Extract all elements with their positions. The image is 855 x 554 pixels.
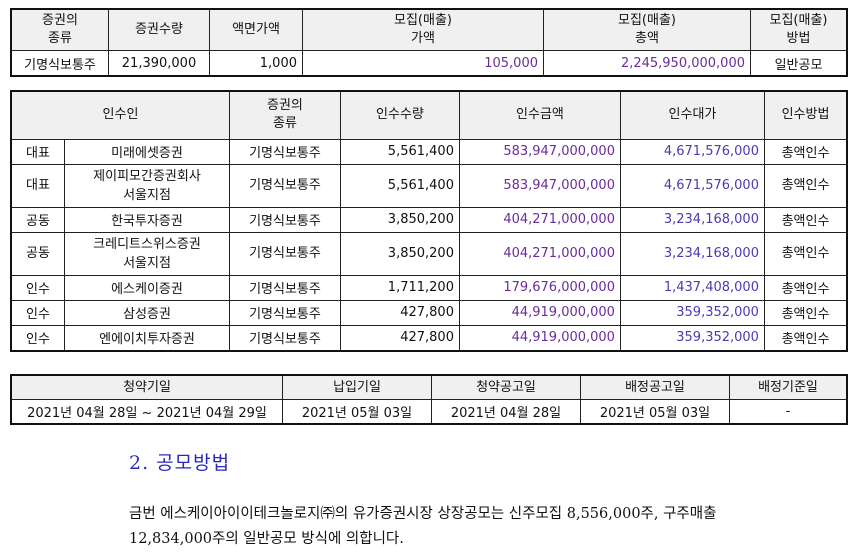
cell-amount: 583,947,000,000 <box>458 138 621 165</box>
table-row: 대표 제이피모간증권회사 서울지점 기명식보통주 5,561,400 583,947,00… <box>10 163 848 208</box>
cell-qty: 5,561,400 <box>339 163 460 208</box>
table-row: 공동 한국투자증권 기명식보통주 3,850,200 404,271,000,000 3,… <box>10 206 848 233</box>
header-security-type: 증권의 종류 <box>228 90 341 140</box>
cell-method: 총액인수 <box>763 274 848 301</box>
cell-type: 기명식보통주 <box>228 274 341 301</box>
table-row: 대표 미래에셋증권 기명식보통주 5,561,400 583,947,000,000 4,… <box>10 138 848 165</box>
cell-type: 기명식보통주 <box>228 299 341 326</box>
cell-role: 공동 <box>10 231 65 276</box>
cell-amount: 44,919,000,000 <box>458 299 621 326</box>
header-allocation-base-date: 배정기준일 <box>729 374 848 400</box>
cell-type: 기명식보통주 <box>228 231 341 276</box>
cell-underwriter-name: 삼성증권 <box>64 299 230 326</box>
header-quantity: 증권수량 <box>108 8 210 51</box>
cell-qty: 3,850,200 <box>339 231 460 276</box>
cell-method: 총액인수 <box>763 138 848 165</box>
cell-qty: 1,711,200 <box>339 274 460 301</box>
table-row: 2021년 04월 28일 ~ 2021년 04월 29일 2021년 05월 … <box>10 399 848 425</box>
table-row: 기명식보통주 21,390,000 1,000 105,000 2,245,95… <box>10 50 848 77</box>
section-paragraph: 금번 에스케이아이이테크놀로지㈜의 유가증권시장 상장공모는 신주모집 8,55… <box>129 506 717 547</box>
cell-amount: 404,271,000,000 <box>458 206 621 233</box>
cell-qty: 5,561,400 <box>339 138 460 165</box>
cell-type: 기명식보통주 <box>10 50 109 77</box>
header-underwrite-qty: 인수수량 <box>339 90 460 140</box>
table-row: 인수 에스케이증권 기명식보통주 1,711,200 179,676,000,000 1,… <box>10 274 848 301</box>
cell-allocation-base-date: - <box>729 399 848 425</box>
cell-role: 인수 <box>10 324 65 351</box>
cell-underwriter-name: 한국투자증권 <box>64 206 230 233</box>
header-security-type: 증권의 종류 <box>10 8 109 51</box>
cell-underwriter-name: 엔에이치투자증권 <box>64 324 230 351</box>
cell-amount: 583,947,000,000 <box>458 163 621 208</box>
offering-summary-table: 증권의 종류 증권수량 액면가액 모집(매출) 가액 모집(매출) 총액 모집(매출)… <box>10 8 848 77</box>
cell-type: 기명식보통주 <box>228 163 341 208</box>
header-underwrite-amount: 인수금액 <box>458 90 621 140</box>
cell-underwriter-name: 크레디트스위스증권 서울지점 <box>64 231 230 276</box>
cell-amount: 404,271,000,000 <box>458 231 621 276</box>
schedule-table: 청약기일 납입기일 청약공고일 배정공고일 배정기준일 2021년 04월 28… <box>10 374 848 425</box>
header-par-value: 액면가액 <box>209 8 303 51</box>
cell-role: 인수 <box>10 299 65 326</box>
cell-fee: 4,671,576,000 <box>619 163 765 208</box>
cell-method: 총액인수 <box>763 206 848 233</box>
cell-type: 기명식보통주 <box>228 206 341 233</box>
table-row: 공동 크레디트스위스증권 서울지점 기명식보통주 3,850,200 404,271,00… <box>10 231 848 276</box>
cell-method: 일반공모 <box>750 50 848 77</box>
cell-fee: 359,352,000 <box>619 299 765 326</box>
cell-fee: 359,352,000 <box>619 324 765 351</box>
cell-type: 기명식보통주 <box>228 324 341 351</box>
table-row: 인수 엔에이치투자증권 기명식보통주 427,800 44,919,000,000 359… <box>10 324 848 351</box>
cell-offer-price: 105,000 <box>302 50 544 77</box>
cell-method: 총액인수 <box>763 299 848 326</box>
cell-role: 공동 <box>10 206 65 233</box>
cell-offer-total: 2,245,950,000,000 <box>543 50 751 77</box>
header-underwriter: 인수인 <box>10 90 230 140</box>
cell-amount: 44,919,000,000 <box>458 324 621 351</box>
cell-fee: 4,671,576,000 <box>619 138 765 165</box>
header-offer-price: 모집(매출) 가액 <box>302 8 544 51</box>
cell-underwriter-name: 에스케이증권 <box>64 274 230 301</box>
cell-underwriter-name: 미래에셋증권 <box>64 138 230 165</box>
cell-fee: 3,234,168,000 <box>619 206 765 233</box>
cell-role: 인수 <box>10 274 65 301</box>
cell-payment-date: 2021년 05월 03일 <box>282 399 432 425</box>
cell-subscription-date: 2021년 04월 28일 ~ 2021년 04월 29일 <box>10 399 283 425</box>
cell-fee: 1,437,408,000 <box>619 274 765 301</box>
header-allocation-notice-date: 배정공고일 <box>580 374 730 400</box>
cell-underwriter-name: 제이피모간증권회사 서울지점 <box>64 163 230 208</box>
cell-subscription-notice-date: 2021년 04월 28일 <box>431 399 581 425</box>
header-underwrite-fee: 인수대가 <box>619 90 765 140</box>
cell-method: 총액인수 <box>763 163 848 208</box>
header-subscription-date: 청약기일 <box>10 374 283 400</box>
cell-role: 대표 <box>10 138 65 165</box>
cell-quantity: 21,390,000 <box>108 50 210 77</box>
cell-allocation-notice-date: 2021년 05월 03일 <box>580 399 730 425</box>
cell-par-value: 1,000 <box>209 50 303 77</box>
cell-qty: 3,850,200 <box>339 206 460 233</box>
header-offer-total: 모집(매출) 총액 <box>543 8 751 51</box>
cell-type: 기명식보통주 <box>228 138 341 165</box>
cell-qty: 427,800 <box>339 299 460 326</box>
section-title: 2. 공모방법 <box>129 452 231 474</box>
cell-method: 총액인수 <box>763 231 848 276</box>
cell-fee: 3,234,168,000 <box>619 231 765 276</box>
header-underwrite-method: 인수방법 <box>763 90 848 140</box>
underwriter-table: 인수인 증권의 종류 인수수량 인수금액 인수대가 인수방법 대표 미래에셋증권 기명… <box>10 90 848 352</box>
cell-qty: 427,800 <box>339 324 460 351</box>
cell-role: 대표 <box>10 163 65 208</box>
cell-amount: 179,676,000,000 <box>458 274 621 301</box>
table-row: 인수 삼성증권 기명식보통주 427,800 44,919,000,000 359,352… <box>10 299 848 326</box>
header-subscription-notice-date: 청약공고일 <box>431 374 581 400</box>
cell-method: 총액인수 <box>763 324 848 351</box>
header-offer-method: 모집(매출) 방법 <box>750 8 848 51</box>
header-payment-date: 납입기일 <box>282 374 432 400</box>
